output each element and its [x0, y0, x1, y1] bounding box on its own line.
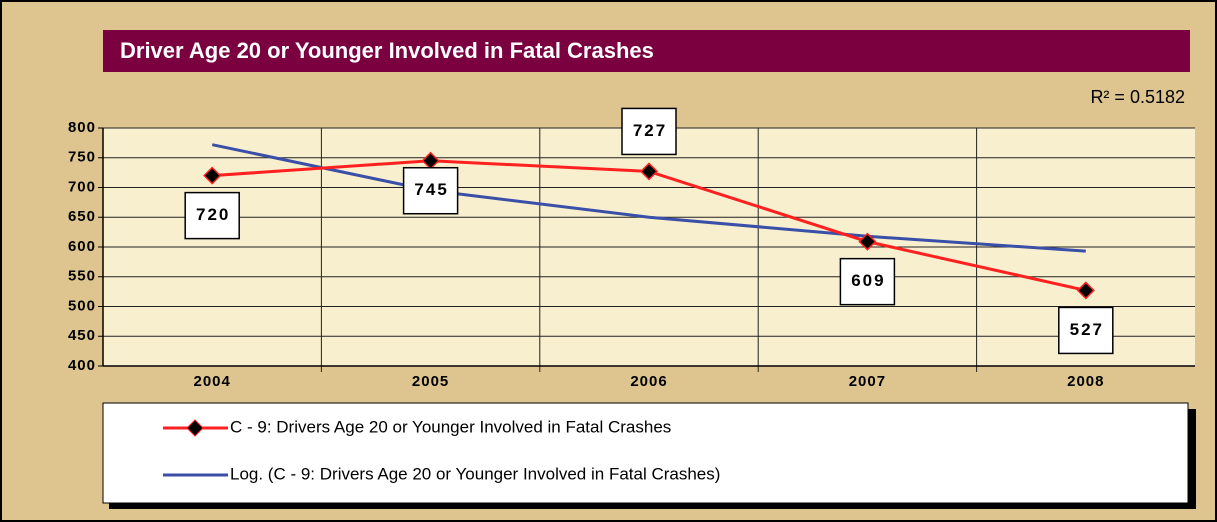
y-tick-label: 750 [68, 149, 96, 166]
data-label-box [184, 191, 240, 240]
data-label-box [402, 166, 459, 215]
data-label-box [1058, 306, 1114, 355]
series-line [211, 143, 1086, 253]
x-tick-label: 2004 [194, 373, 231, 390]
marker [203, 166, 222, 185]
data-label: 745 [414, 180, 448, 199]
data-label: 727 [633, 121, 667, 140]
chart-title: Driver Age 20 or Younger Involved in Fat… [120, 38, 654, 63]
legend [102, 402, 1189, 504]
x-tick-label: 2007 [849, 373, 886, 390]
data-label: 527 [1070, 320, 1104, 339]
y-tick-label: 700 [68, 178, 96, 195]
legend-label: Log. (C - 9: Drivers Age 20 or Younger I… [230, 464, 720, 483]
y-tick-label: 500 [68, 297, 96, 314]
x-tick-label: 2006 [630, 373, 667, 390]
x-tick-label: 2005 [412, 373, 449, 390]
y-tick-label: 600 [68, 238, 96, 255]
title-bar [103, 30, 1190, 72]
y-tick-label: 450 [68, 327, 96, 344]
y-tick-label: 800 [68, 119, 96, 136]
data-label: 609 [851, 271, 885, 290]
y-tick-label: 650 [68, 208, 96, 225]
legend-label: C - 9: Drivers Age 20 or Younger Involve… [230, 417, 671, 436]
data-label-box [621, 107, 677, 156]
y-tick-label: 550 [68, 268, 96, 285]
x-tick-label: 2008 [1067, 373, 1104, 390]
legend-marker [186, 419, 204, 437]
marker [639, 162, 659, 181]
marker [1076, 281, 1095, 300]
data-label-box [839, 257, 896, 306]
annotation: R² = 0.5182 [1090, 87, 1185, 107]
data-label: 720 [196, 205, 230, 224]
y-tick-label: 400 [68, 357, 96, 374]
marker [858, 232, 877, 251]
